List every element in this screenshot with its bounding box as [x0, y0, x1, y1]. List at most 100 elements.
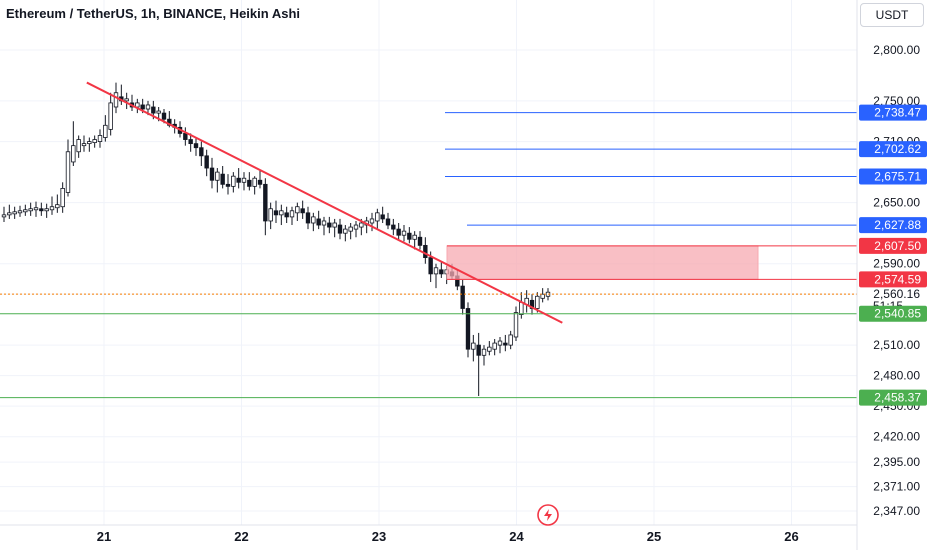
- candle-body: [300, 208, 305, 214]
- candle-body: [17, 210, 23, 214]
- candle-body: [76, 139, 81, 153]
- candle-body: [220, 173, 225, 185]
- trendline: [86, 81, 563, 324]
- level-tag-bg: [859, 217, 927, 234]
- candle-body: [247, 179, 252, 187]
- candle-body: [103, 124, 108, 138]
- price-tags: 2,738.47 2,702.62 2,675.71 2,627.88 2,540.85…: [859, 104, 927, 406]
- candle-body: [151, 106, 156, 114]
- candle-body: [439, 269, 444, 275]
- candle-body: [215, 171, 220, 181]
- y-tick-label: 2,347.00: [873, 504, 920, 518]
- candle-body: [513, 312, 519, 338]
- candle-body: [508, 334, 513, 346]
- x-tick-label: 26: [784, 529, 798, 544]
- candle-body: [321, 220, 327, 226]
- y-tick-label: 2,480.00: [873, 369, 920, 383]
- candles-layer: [1, 82, 551, 397]
- candle-body: [28, 208, 33, 212]
- candle-body: [145, 104, 151, 110]
- candle-body: [359, 222, 364, 228]
- candle-body: [140, 104, 145, 110]
- candle-body: [353, 224, 359, 230]
- lightning-icon[interactable]: [537, 504, 559, 526]
- candle-body: [460, 285, 465, 309]
- candle-body: [161, 112, 167, 120]
- candle-body: [316, 218, 321, 226]
- candle-body: [188, 139, 193, 145]
- candle-body: [252, 177, 257, 187]
- y-tick-label: 2,650.00: [873, 196, 920, 210]
- candle-body: [279, 210, 284, 216]
- candle-body: [289, 210, 295, 218]
- candle-body: [407, 232, 412, 240]
- level-tag-label: 2,702.62: [874, 142, 921, 156]
- candle-body: [44, 208, 49, 212]
- candle-body: [327, 222, 332, 228]
- candle-body: [156, 110, 161, 114]
- y-tick-label: 2,750.00: [873, 94, 920, 108]
- candle-body: [193, 143, 199, 149]
- y-tick-label: 2,371.00: [873, 480, 920, 494]
- candle-body: [369, 218, 375, 224]
- candle-body: [428, 257, 433, 275]
- candle-body: [503, 342, 508, 346]
- candle-body: [343, 228, 348, 234]
- candle-body: [204, 155, 209, 169]
- candle-body: [183, 133, 188, 140]
- candle-body: [396, 228, 401, 236]
- y-tick-label: 2,420.00: [873, 430, 920, 444]
- x-tick-label: 21: [97, 529, 111, 544]
- x-tick-label: 23: [372, 529, 386, 544]
- candle-body: [12, 211, 17, 215]
- candle-body: [231, 175, 236, 187]
- candle-body: [385, 218, 391, 226]
- candle-body: [535, 295, 540, 309]
- candle-body: [465, 308, 471, 350]
- candle-body: [391, 224, 396, 230]
- y-tick-label: 2,590.00: [873, 257, 920, 271]
- candle-body: [108, 102, 113, 130]
- zone-top-tag-label: 2,607.50: [874, 239, 921, 253]
- candle-body: [263, 183, 268, 222]
- candle-body: [497, 340, 503, 346]
- supply-zone[interactable]: [446, 245, 857, 280]
- candle-body: [311, 216, 316, 224]
- trendline-layer[interactable]: [86, 81, 563, 324]
- candle-body: [23, 209, 28, 213]
- x-tick-label: 24: [509, 529, 524, 544]
- zone-rect: [446, 245, 759, 280]
- candle-body: [71, 145, 76, 163]
- zone-bottom-tag-bg: [859, 271, 927, 288]
- candle-body: [1, 214, 7, 218]
- candle-body: [241, 177, 247, 183]
- level-tag-label: 2,458.37: [874, 391, 921, 405]
- candle-body: [305, 212, 311, 224]
- candle-body: [92, 139, 97, 144]
- level-tag-bg: [859, 389, 927, 406]
- currency-button[interactable]: USDT: [860, 3, 924, 27]
- candle-body: [476, 344, 481, 356]
- candle-body: [284, 212, 289, 218]
- candle-body: [87, 141, 92, 145]
- candle-body: [39, 208, 44, 212]
- candle-body: [49, 206, 55, 211]
- candle-body: [113, 92, 119, 108]
- x-tick-label: 22: [234, 529, 248, 544]
- candle-body: [7, 212, 12, 216]
- zone-top-tag-bg: [859, 237, 927, 254]
- level-tag-bg: [859, 305, 927, 322]
- candle-body: [417, 236, 423, 246]
- candle-body: [519, 301, 524, 315]
- y-tick-label: 2,800.00: [873, 43, 920, 57]
- candle-body: [471, 342, 476, 350]
- candle-body: [225, 183, 231, 187]
- y-tick-label: 2,560.16: [873, 287, 920, 301]
- candle-body: [540, 293, 545, 299]
- level-tag-label: 2,627.88: [874, 218, 921, 232]
- candle-body: [97, 135, 103, 142]
- candle-body: [124, 98, 129, 102]
- candle-body: [433, 267, 439, 275]
- candle-body: [65, 151, 71, 193]
